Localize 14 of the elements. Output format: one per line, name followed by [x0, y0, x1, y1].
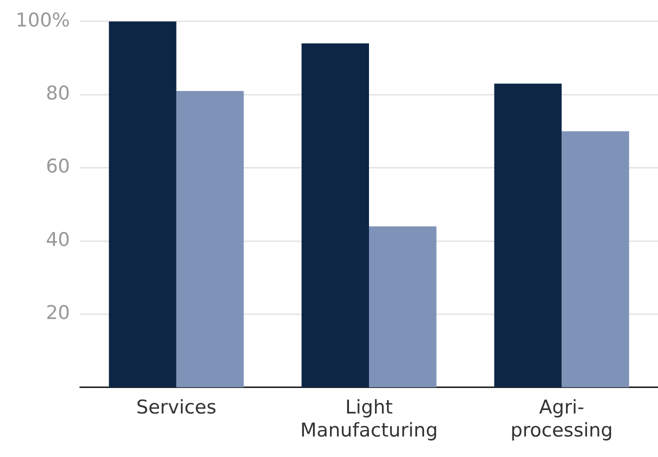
bar: [176, 90, 244, 388]
bar: [562, 131, 630, 388]
y-tick-label: 80: [46, 82, 70, 105]
x-tick-label: Agri-processing: [510, 396, 613, 442]
bar: [108, 21, 176, 388]
y-tick-label: 100%: [16, 9, 70, 32]
bar: [494, 84, 562, 388]
y-tick-label: 20: [46, 302, 70, 324]
y-tick-label: 60: [46, 156, 70, 178]
bar: [369, 226, 436, 388]
x-tick-label: Light Manufacturing: [300, 396, 438, 442]
bar: [302, 43, 369, 388]
x-tick-label: Services: [136, 396, 216, 419]
y-tick-label: 40: [46, 228, 70, 251]
